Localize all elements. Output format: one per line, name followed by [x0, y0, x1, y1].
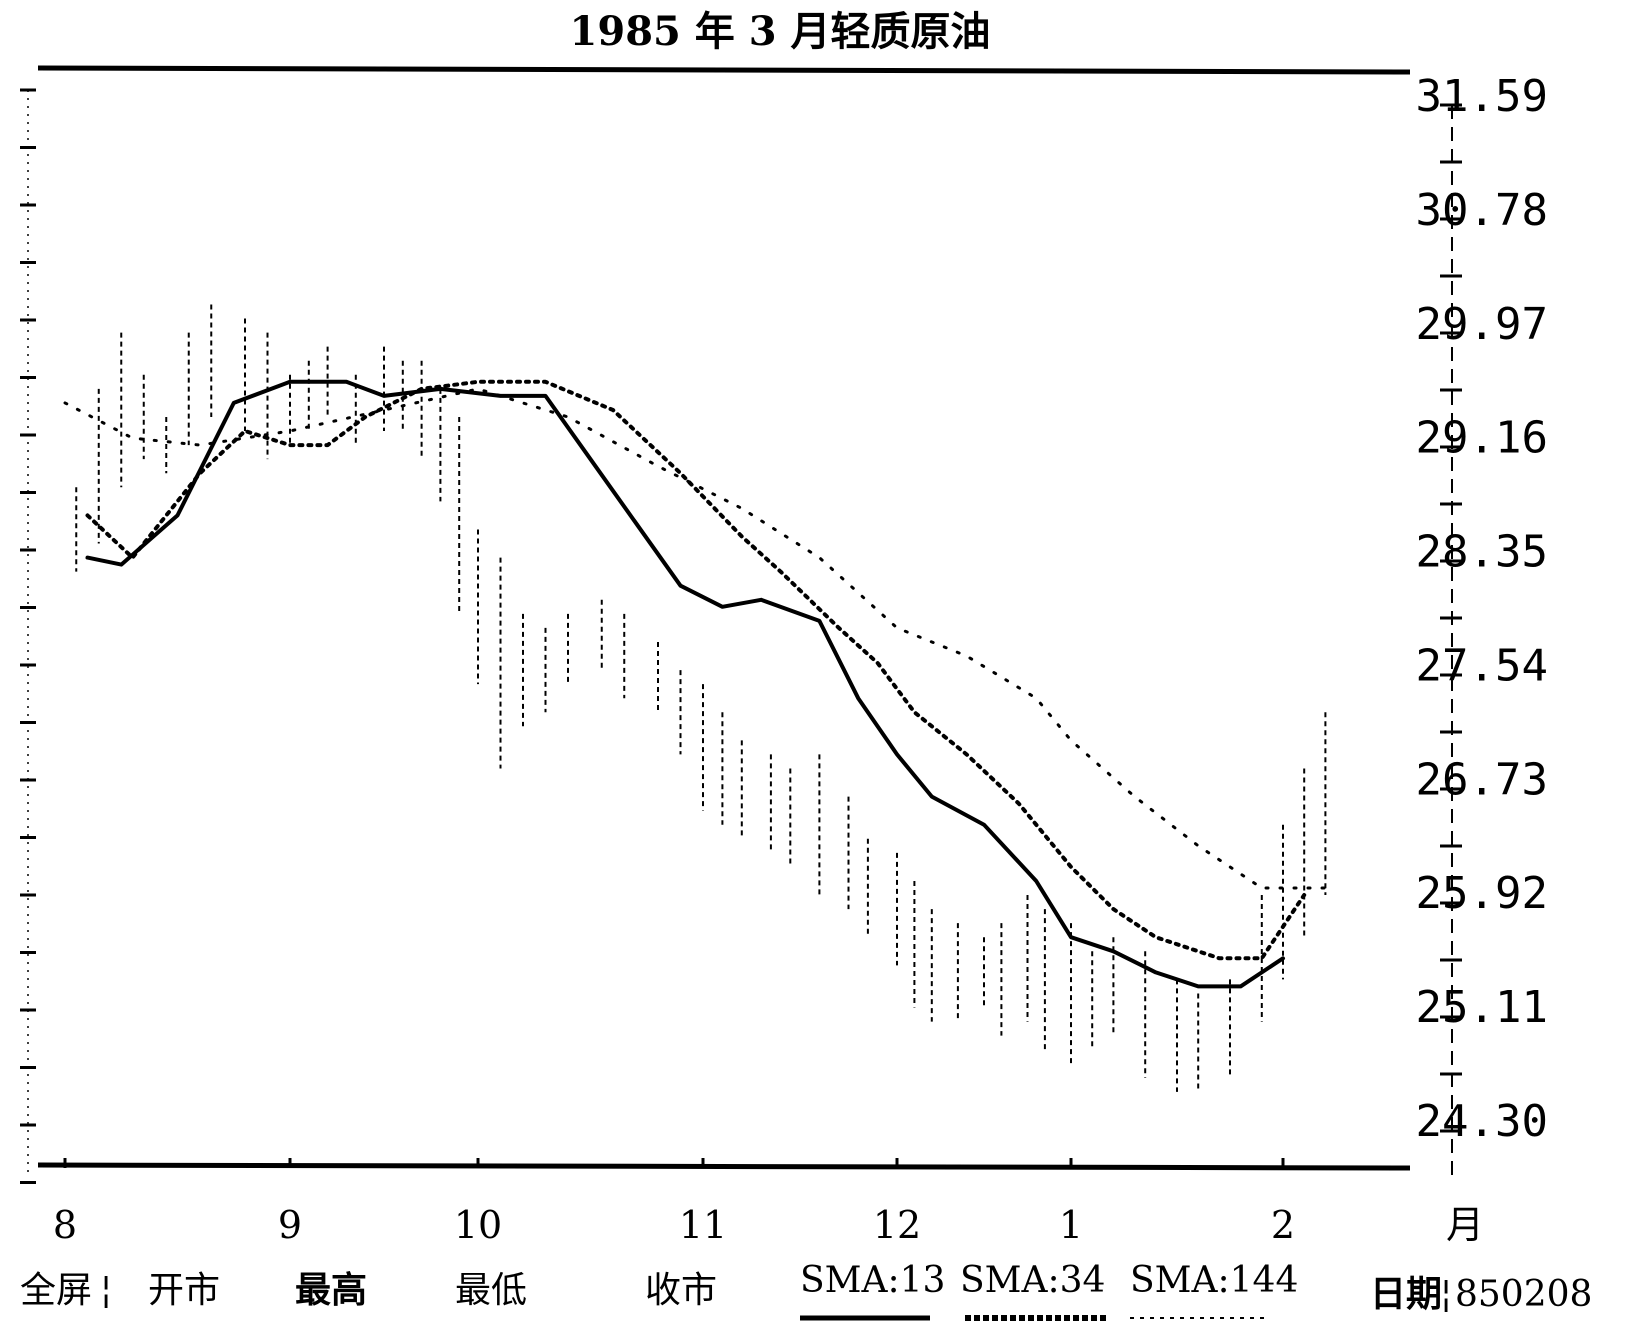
- y-tick-label: 28.35: [1416, 527, 1548, 578]
- price-bars: [75, 304, 1327, 1092]
- y-tick-labels: 31.59 30.78 29.97 29.16 28.35 27.54 26.73 25.92…: [1416, 71, 1548, 1147]
- x-tick-label: 10: [454, 1203, 502, 1247]
- x-tick-label: 11: [679, 1203, 727, 1247]
- legend-separator-2: ¦: [1440, 1274, 1452, 1315]
- y-tick-label: 30.78: [1416, 185, 1548, 236]
- series-line-sma144: [63, 387, 1327, 890]
- y-tick-label: 31.59: [1416, 71, 1548, 122]
- top-border: [37, 65, 1411, 75]
- y-tick-label: 27.54: [1416, 640, 1548, 691]
- x-tick-label: 2: [1271, 1203, 1295, 1247]
- legend-separator: ¦: [100, 1270, 112, 1311]
- legend-sma144: SMA:144: [1130, 1260, 1298, 1301]
- x-tick-label: 12: [873, 1203, 921, 1247]
- x-tick-labels: 8 9 10 11 12 1 2: [53, 1158, 1295, 1247]
- legend-full-screen: 全屏: [20, 1270, 92, 1311]
- y-tick-label: 24.30: [1416, 1096, 1548, 1147]
- series-line-sma34: [85, 379, 1307, 961]
- legend-sma13: SMA:13: [800, 1260, 945, 1301]
- bottom-axis: [37, 1162, 1411, 1171]
- y-tick-marks: [20, 88, 1462, 1184]
- legend-date-label: 日期: [1370, 1273, 1442, 1315]
- legend-sma34: SMA:34: [960, 1260, 1105, 1301]
- y-tick-label: 29.16: [1416, 413, 1548, 464]
- legend-high: 最高: [295, 1269, 367, 1311]
- series-lines: [63, 379, 1327, 989]
- legend-low: 最低: [455, 1270, 527, 1311]
- y-tick-label: 26.73: [1416, 754, 1548, 805]
- series-line-sma13: [85, 379, 1285, 989]
- y-tick-label: 29.97: [1416, 299, 1548, 350]
- x-tick-label: 8: [53, 1203, 77, 1247]
- y-tick-label: 25.11: [1416, 982, 1548, 1033]
- legend-close: 收市: [645, 1270, 717, 1311]
- x-tick-label: 1: [1059, 1203, 1083, 1247]
- y-tick-label: 25.92: [1416, 868, 1548, 919]
- chart-title: 1985 年 3 月轻质原油: [570, 8, 991, 55]
- x-unit-label: 月: [1446, 1203, 1484, 1247]
- legend-open: 开市: [148, 1270, 220, 1311]
- legend-date-value: 850208: [1455, 1274, 1592, 1315]
- x-tick-label: 9: [278, 1203, 302, 1247]
